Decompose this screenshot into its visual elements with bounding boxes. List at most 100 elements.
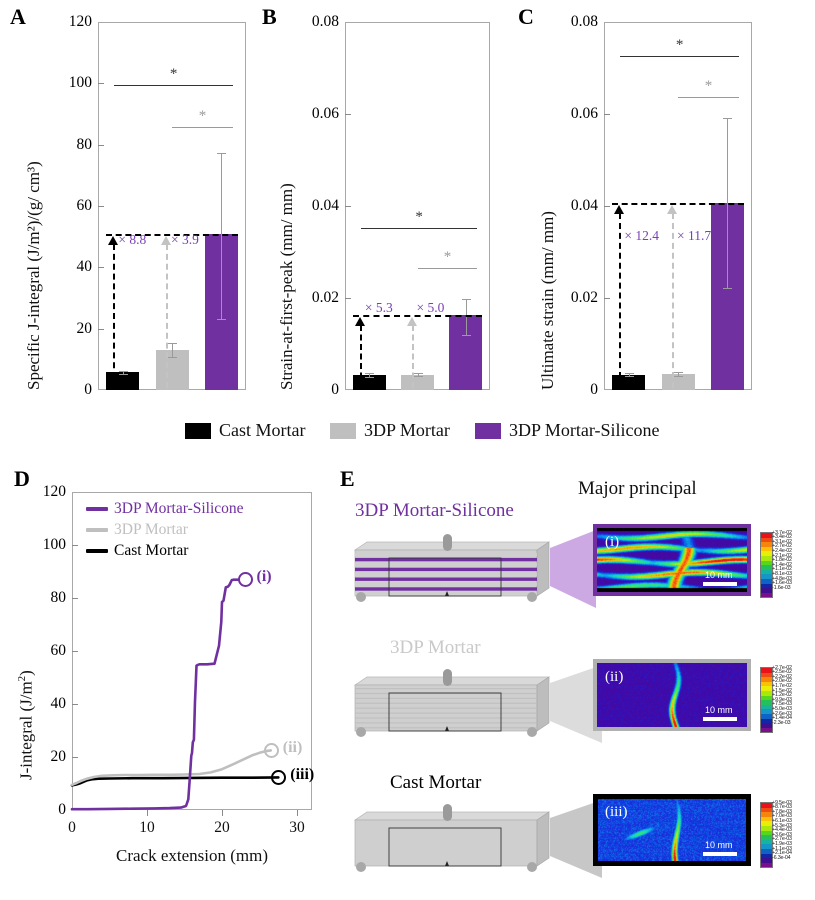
fold-arrow-shaft-1 — [359, 325, 362, 388]
colorbar-segment — [761, 574, 772, 579]
significance-star-1: * — [169, 65, 178, 82]
print-layer — [355, 712, 537, 714]
y-axis-tick-label: 0.02 — [570, 289, 598, 306]
colorbar-tick-label: +1.6e-03 — [772, 580, 792, 587]
y-axis-tick-label: 0 — [331, 381, 339, 398]
error-bar — [369, 373, 371, 377]
colorbar-segment — [761, 704, 772, 710]
specimen-render-1 — [353, 534, 551, 602]
colorbar-segment — [761, 695, 772, 701]
print-layer — [355, 707, 537, 709]
y-axis-tick-label: 0 — [58, 801, 66, 818]
print-layer — [355, 582, 537, 586]
y-axis-tick-mark — [98, 144, 104, 146]
fold-increase-label-2: × 11.7 — [677, 228, 712, 243]
print-layer — [355, 692, 537, 695]
y-axis-tick-label: 0.08 — [570, 13, 598, 30]
colorbar-tick-label: +7.5e-03 — [772, 701, 792, 708]
colorbar-tick-label: +1.8e-02 — [772, 557, 792, 564]
scale-bar-3 — [703, 852, 737, 856]
colorbar-segment — [761, 727, 772, 733]
legend-swatch-0 — [185, 422, 211, 439]
y-axis-tick-mark — [98, 206, 104, 207]
error-bar-cap-top — [674, 371, 683, 373]
legend-label-0: Cast Mortar — [219, 420, 306, 440]
wedge-shape — [550, 665, 602, 743]
y-axis-tick-mark — [72, 545, 78, 546]
significance-line-2 — [678, 96, 739, 98]
fold-increase-label-1: × 8.8 — [118, 232, 147, 247]
y-axis-tick-label: 40 — [50, 695, 67, 712]
y-axis-tick-label: 60 — [50, 642, 67, 659]
d-legend-label-1: 3DP Mortar — [114, 521, 188, 538]
series-line-3dp-mortar-silicone — [70, 578, 240, 811]
colorbar-segment — [761, 700, 772, 705]
x-axis-tick-mark — [297, 810, 298, 816]
y-axis-tick-label: 100 — [42, 536, 66, 553]
colorbar-segment — [761, 542, 772, 547]
colorbar-segment — [761, 560, 772, 566]
colorbar-segment — [761, 578, 772, 584]
print-layer — [355, 567, 537, 572]
plot-area — [345, 22, 490, 390]
error-bar — [122, 370, 124, 374]
specimen-render-3 — [353, 804, 551, 872]
colorbar-segment — [761, 825, 772, 831]
print-layer — [355, 553, 537, 557]
y-axis-tick-mark — [72, 651, 78, 652]
colorbar-tick-label: +8.1e-03 — [772, 570, 792, 577]
error-bar-cap-bottom — [168, 356, 177, 358]
y-axis-label: Ultimate strain (mm/ mm) — [538, 211, 557, 390]
colorbar-tick-label: +2.7e-03 — [772, 836, 792, 843]
dic-label-1: (i) — [605, 534, 620, 550]
d-legend-item-1: 3DP Mortar — [86, 521, 188, 539]
bar-3dp-mortar — [401, 374, 434, 390]
legend-item-2: 3DP Mortar-Silicone — [475, 420, 659, 441]
fold-increase-label-1: × 5.3 — [364, 300, 393, 315]
error-bar-cap-bottom — [723, 287, 733, 289]
loading-pin — [443, 669, 452, 686]
dic-canvas-2 — [597, 663, 747, 727]
error-bar-cap-top — [723, 117, 733, 119]
error-bar-cap-top — [217, 152, 227, 154]
colorbar-segment — [761, 565, 772, 570]
beam-side — [536, 541, 550, 597]
scale-bar-2 — [703, 717, 737, 721]
colorbar-tick-label: +1.5e-02 — [772, 687, 792, 694]
d-legend-item-2: Cast Mortar — [86, 542, 188, 560]
y-axis-tick-mark — [604, 206, 610, 207]
y-axis-tick-label: 0 — [84, 381, 92, 398]
colorbar-segment — [761, 592, 772, 598]
callout-circle-iii — [271, 770, 287, 786]
support-left — [356, 862, 366, 872]
colorbar-tick-label: +3.1e-02 — [772, 538, 792, 545]
colorbar-segment — [761, 533, 772, 538]
y-axis-tick-label: 20 — [50, 748, 67, 765]
panel-e-dic-grid: 3DP Mortar-Silicone (i) 10 mm +3.7e-02 +3.4e… — [335, 460, 815, 900]
error-bar-cap-top — [365, 373, 375, 375]
specimen-title-2: 3DP Mortar — [390, 637, 481, 658]
colorbar-tick-label: +2.7e-02 — [772, 543, 792, 550]
y-axis-tick-mark — [98, 328, 104, 330]
error-bar-cap-top — [461, 298, 471, 300]
print-layer — [355, 572, 537, 576]
dic-image-3 — [593, 794, 751, 866]
print-layer — [355, 697, 537, 699]
scale-bar-label-3: 10 mm — [705, 840, 733, 850]
colorbar-segment — [761, 862, 772, 868]
colorbar-tick-label: +5.3e-03 — [772, 822, 792, 829]
print-layer — [355, 557, 537, 562]
y-axis-tick-label: 80 — [50, 589, 67, 606]
panel-letter-b: B — [262, 4, 277, 29]
scale-bar-1 — [703, 582, 737, 586]
legend-swatch-2 — [475, 422, 501, 439]
legend-item-1: 3DP Mortar — [330, 420, 450, 441]
fold-arrow-head-2 — [406, 317, 417, 327]
error-bar-cap-top — [413, 372, 423, 374]
support-left — [356, 727, 366, 737]
colorbar-segment — [761, 713, 772, 719]
d-legend-label-0: 3DP Mortar-Silicone — [114, 500, 244, 517]
legend-swatch-1 — [330, 422, 356, 439]
notch-marker — [445, 591, 449, 596]
curves-svg — [70, 578, 280, 811]
